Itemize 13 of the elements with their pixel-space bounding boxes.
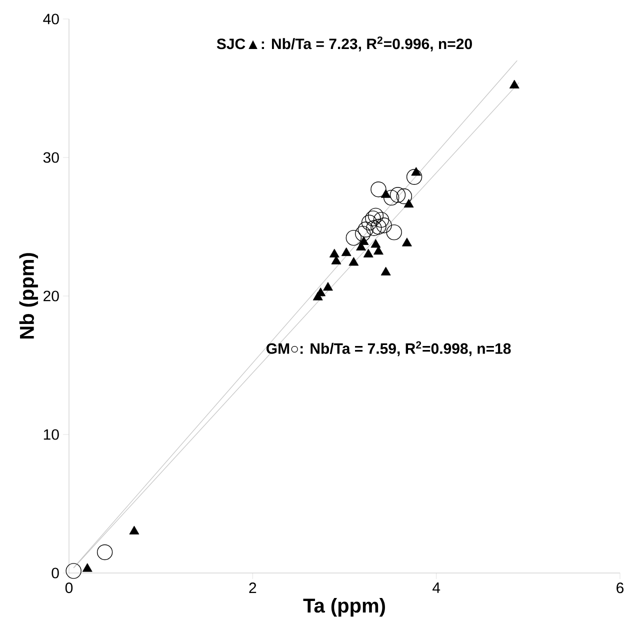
y-axis-title: Nb (ppm) [19,253,38,339]
x-tick-label: 4 [432,582,440,593]
x-tick-label: 2 [249,582,256,593]
annotation: SJC▲: Nb/Ta = 7.23, R$^{2}$=0.996, n=20 [216,36,472,52]
annotation: GM○: Nb/Ta = 7.59, R$^{2}$=0.998, n=18 [266,341,511,356]
x-tick-label: 6 [616,582,624,594]
y-tick-label: 40 [42,14,59,24]
y-tick-label: 10 [44,429,59,440]
y-tick-label: 0 [51,568,59,578]
x-axis-title: Ta (ppm) [303,598,385,617]
y-tick-label: 20 [43,290,59,302]
y-tick-label: 30 [43,152,59,163]
x-tick-label: 0 [65,582,72,594]
